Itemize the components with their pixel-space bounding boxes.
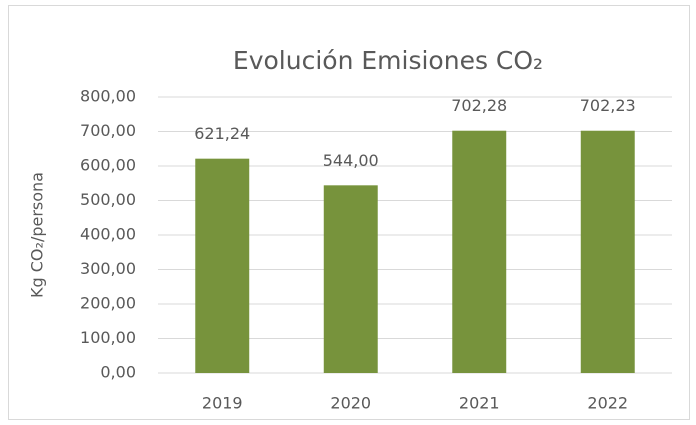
chart-title: Evolución Emisiones CO₂ bbox=[233, 46, 543, 75]
data-label: 544,00 bbox=[323, 151, 379, 170]
bar bbox=[580, 130, 635, 373]
y-tick-label: 500,00 bbox=[80, 190, 136, 209]
y-tick-label: 700,00 bbox=[80, 121, 136, 140]
x-tick-label: 2020 bbox=[330, 394, 371, 413]
x-tick-label: 2019 bbox=[202, 394, 243, 413]
y-tick-label: 100,00 bbox=[80, 328, 136, 347]
data-label: 621,24 bbox=[194, 124, 250, 143]
y-tick-label: 200,00 bbox=[80, 294, 136, 313]
bar bbox=[452, 130, 507, 373]
y-tick-label: 400,00 bbox=[80, 225, 136, 244]
data-label: 702,23 bbox=[580, 96, 636, 115]
x-tick-label: 2021 bbox=[459, 394, 500, 413]
y-tick-label: 600,00 bbox=[80, 156, 136, 175]
y-tick-label: 300,00 bbox=[80, 259, 136, 278]
x-tick-label: 2022 bbox=[587, 394, 628, 413]
data-label: 702,28 bbox=[451, 96, 507, 115]
y-axis-label: Kg CO₂/persona bbox=[28, 172, 47, 298]
bar bbox=[323, 185, 378, 373]
y-tick-label: 800,00 bbox=[80, 87, 136, 106]
y-tick-label: 0,00 bbox=[100, 363, 136, 382]
bar bbox=[195, 158, 250, 373]
